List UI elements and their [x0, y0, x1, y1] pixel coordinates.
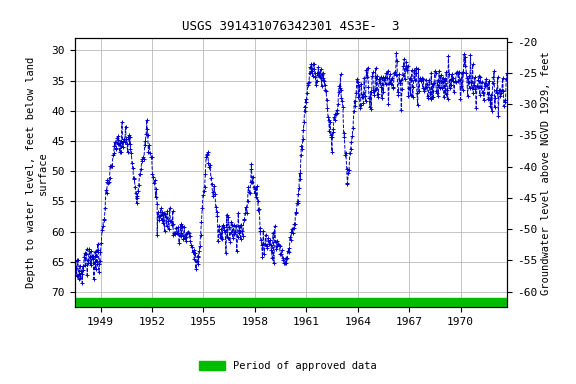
Y-axis label: Groundwater level above NGVD 1929, feet: Groundwater level above NGVD 1929, feet — [541, 51, 551, 295]
Y-axis label: Depth to water level, feet below land
surface: Depth to water level, feet below land su… — [26, 57, 47, 288]
Legend: Period of approved data: Period of approved data — [195, 357, 381, 375]
Bar — [75, 298, 507, 307]
Title: USGS 391431076342301 4S3E-  3: USGS 391431076342301 4S3E- 3 — [182, 20, 400, 33]
